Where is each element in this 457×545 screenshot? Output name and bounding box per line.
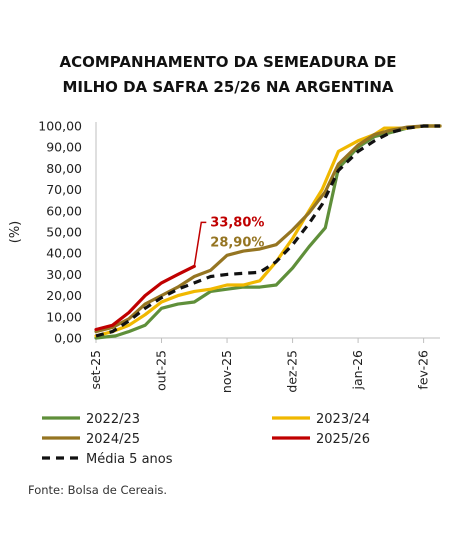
y-tick-label: 100,00 <box>38 119 82 134</box>
y-tick-label: 80,00 <box>46 161 82 176</box>
legend-label: 2022/23 <box>86 412 140 427</box>
chart-title-line-1: ACOMPANHAMENTO DA SEMEADURA DE <box>60 53 397 71</box>
series-line-2025-26 <box>94 264 196 332</box>
annotation-leader-line <box>193 221 207 267</box>
y-tick-label: 90,00 <box>46 140 82 155</box>
series-line-m-dia-5-anos <box>95 124 440 338</box>
x-axis-ticks: set-25 out-25 nov-25 dez-25 jan-26 fev-26 <box>88 338 431 393</box>
annotations: 33,80% 28,90% <box>193 215 264 267</box>
axes <box>95 122 440 339</box>
legend: 2022/23 2023/24 2024/25 2025/26 Média 5 anos <box>42 412 370 467</box>
series-lines <box>94 124 442 340</box>
series-line-2022-23 <box>94 124 442 340</box>
x-tick-label: nov-25 <box>219 350 234 393</box>
y-tick-label: 70,00 <box>46 182 82 197</box>
source-note: Fonte: Bolsa de Cereais. <box>28 483 167 497</box>
x-tick-label: dez-25 <box>285 350 300 393</box>
x-tick-label: out-25 <box>154 350 169 391</box>
series-line-2024-25 <box>94 124 442 334</box>
y-tick-label: 60,00 <box>46 203 82 218</box>
x-tick-label: set-25 <box>88 350 103 390</box>
legend-label: 2023/24 <box>316 412 370 427</box>
legend-label: 2025/26 <box>316 432 370 447</box>
annotation-label: 33,80% <box>210 215 264 230</box>
x-tick-label: fev-26 <box>416 350 431 390</box>
y-tick-label: 10,00 <box>46 309 82 324</box>
y-axis-label: (%) <box>8 221 23 244</box>
legend-label: Média 5 anos <box>86 452 173 467</box>
x-tick-label: jan-26 <box>350 350 365 391</box>
y-tick-label: 50,00 <box>46 225 82 240</box>
legend-label: 2024/25 <box>86 432 140 447</box>
y-axis-ticks: 0,00 10,00 20,00 30,00 40,00 50,00 60,00 70,00 8… <box>38 119 82 346</box>
y-tick-label: 0,00 <box>54 331 82 346</box>
y-tick-label: 30,00 <box>46 267 82 282</box>
series-line-2023-24 <box>94 124 442 338</box>
y-tick-label: 20,00 <box>46 288 82 303</box>
annotation-label: 28,90% <box>210 235 264 250</box>
y-tick-label: 40,00 <box>46 246 82 261</box>
chart-title-line-2: MILHO DA SAFRA 25/26 NA ARGENTINA <box>63 78 394 96</box>
